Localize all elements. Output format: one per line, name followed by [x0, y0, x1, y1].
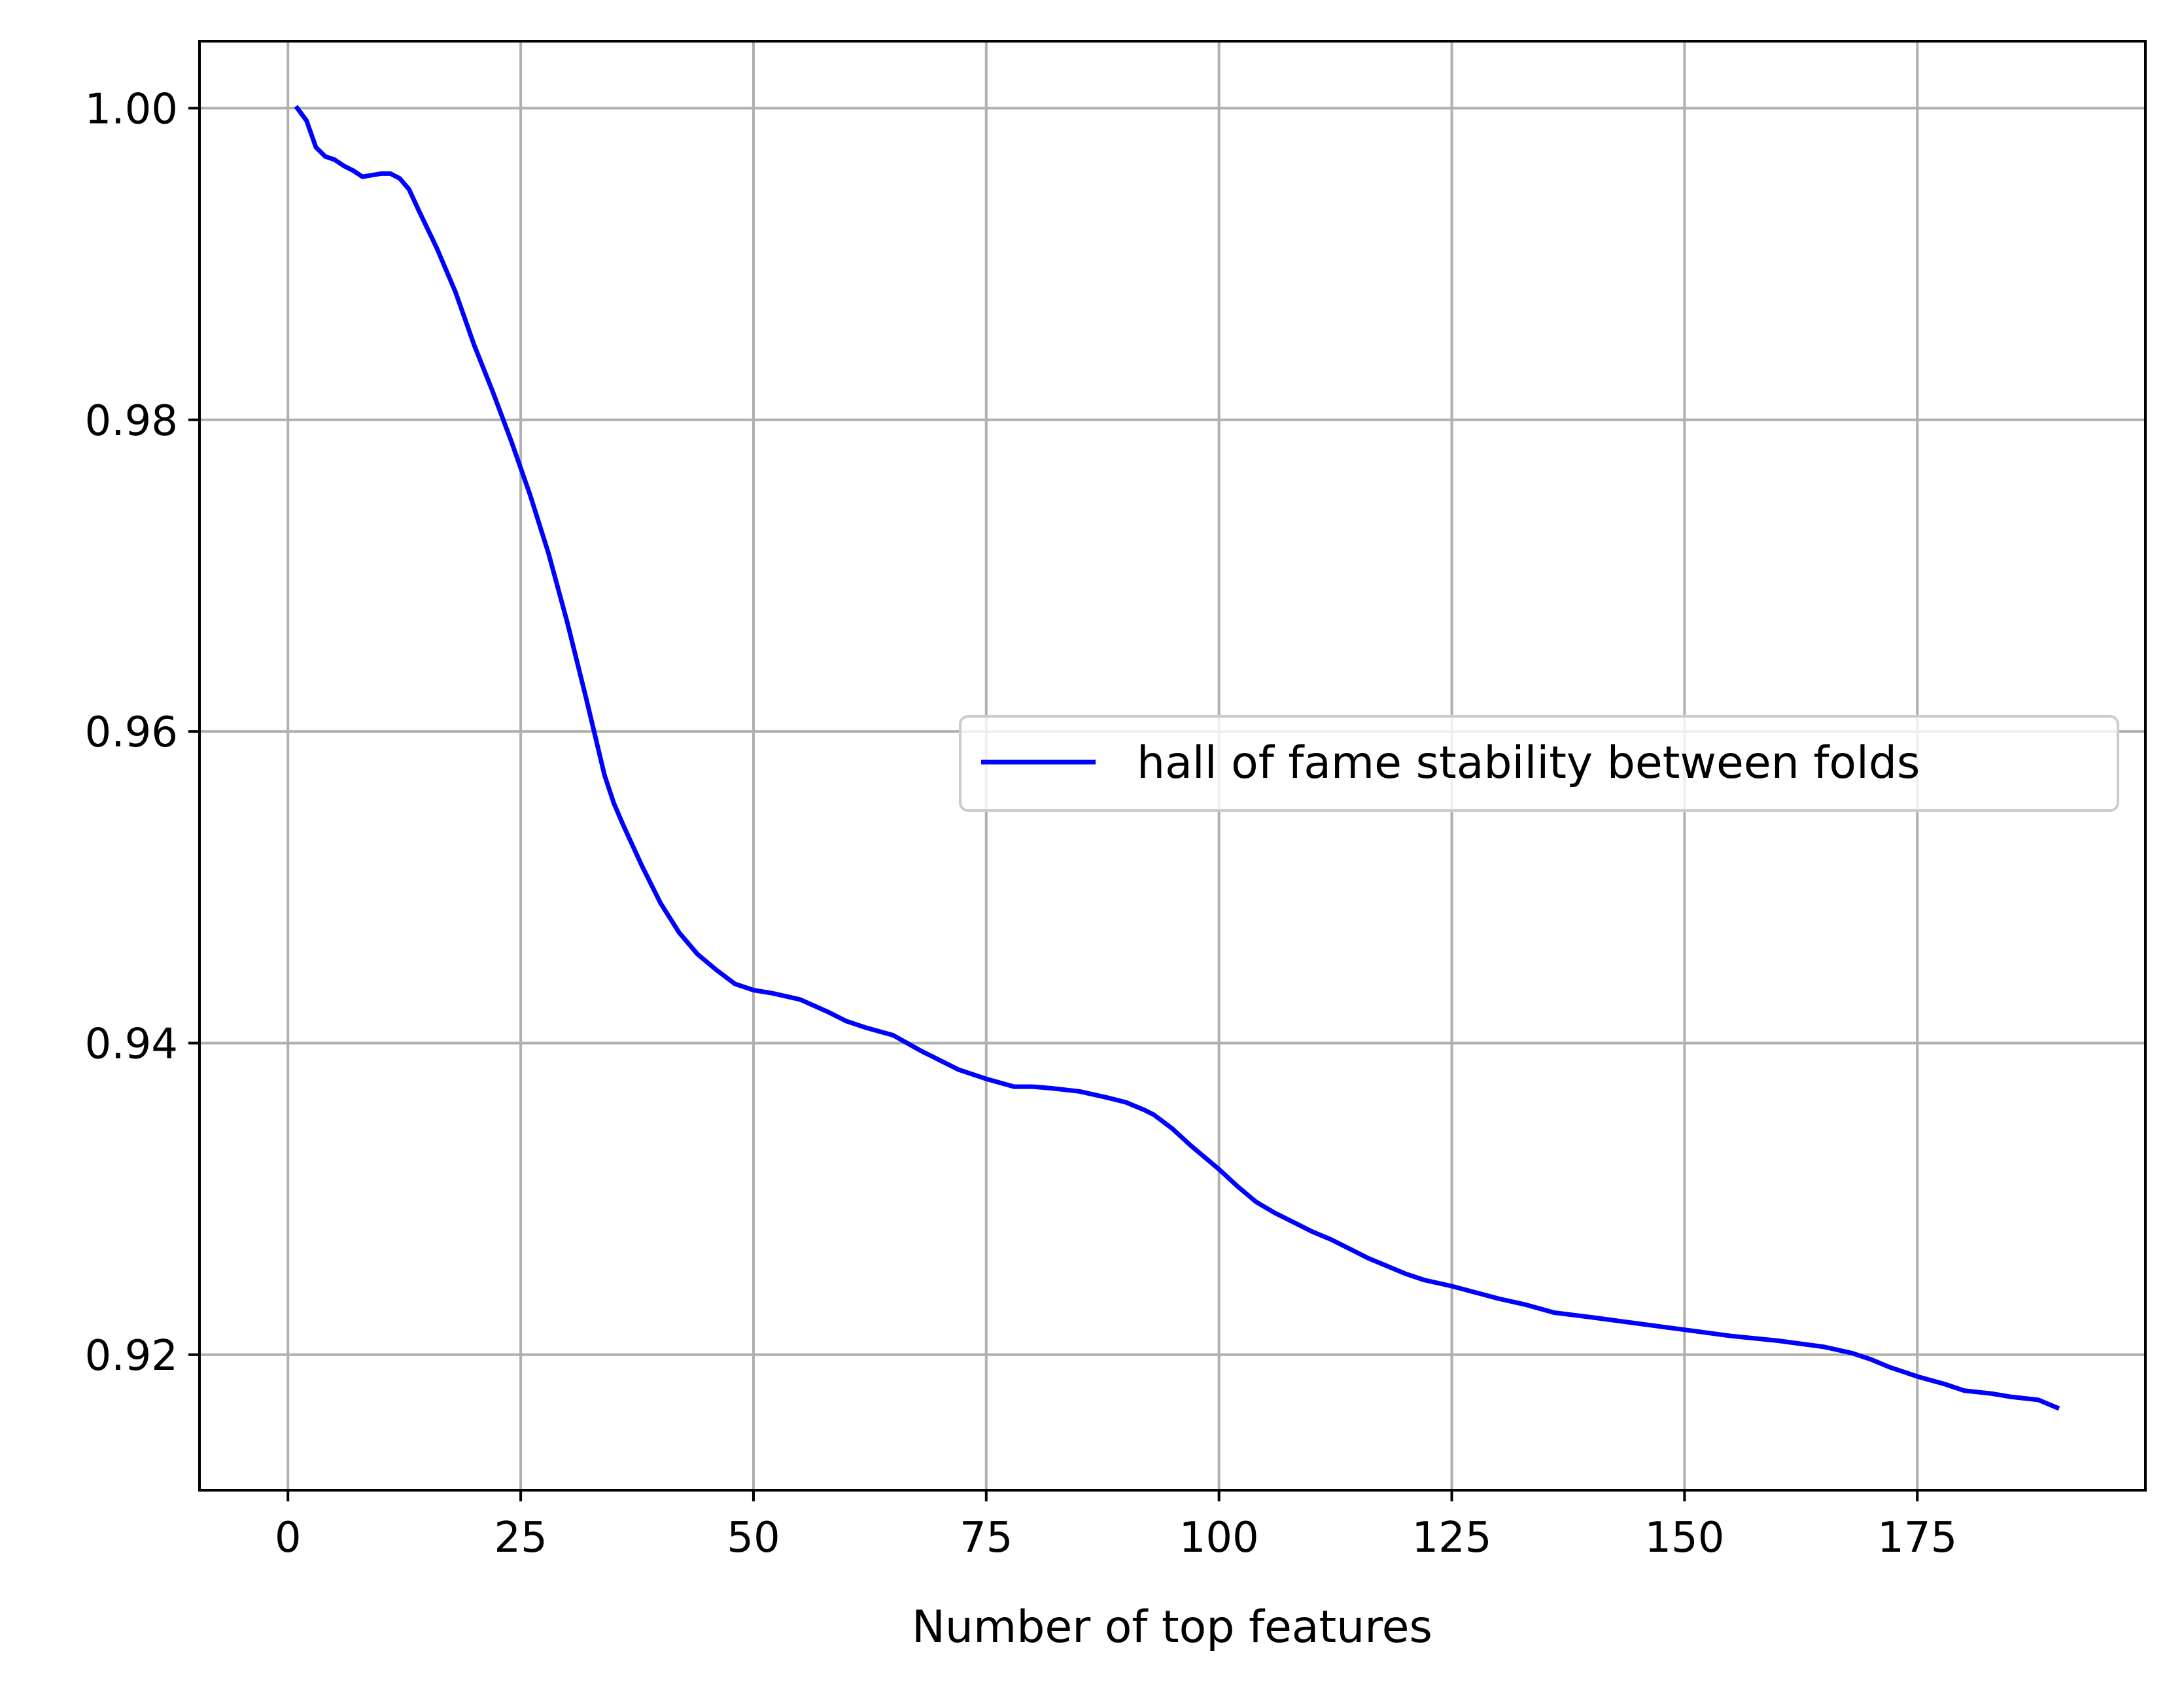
x-tick-label: 0 [275, 1514, 302, 1562]
series-layer [294, 105, 2060, 1411]
series-line [294, 105, 2060, 1411]
legend-box [959, 715, 2119, 812]
y-tick-label: 1.00 [85, 85, 179, 133]
legend-entry-label: hall of fame stability between folds [1137, 737, 1920, 789]
x-axis-label: Number of top features [912, 1601, 1432, 1653]
x-tick-label: 75 [960, 1514, 1013, 1562]
y-tick-label: 0.92 [85, 1332, 179, 1380]
x-axis: 0 25 50 75 100 125 150 175 [275, 1490, 1957, 1562]
x-tick-label: 175 [1877, 1514, 1957, 1562]
x-tick-label: 50 [727, 1514, 780, 1562]
x-tick-label: 25 [494, 1514, 547, 1562]
x-tick-label: 100 [1179, 1514, 1259, 1562]
x-tick-label: 125 [1412, 1514, 1491, 1562]
legend: hall of fame stability between folds [959, 715, 2119, 812]
y-axis: 0.92 0.94 0.96 0.98 1.00 [85, 85, 199, 1380]
x-tick-label: 150 [1644, 1514, 1724, 1562]
y-tick-label: 0.94 [85, 1020, 179, 1068]
y-tick-label: 0.98 [85, 397, 179, 446]
y-tick-label: 0.96 [85, 708, 179, 757]
plot-frame [198, 40, 2147, 1492]
